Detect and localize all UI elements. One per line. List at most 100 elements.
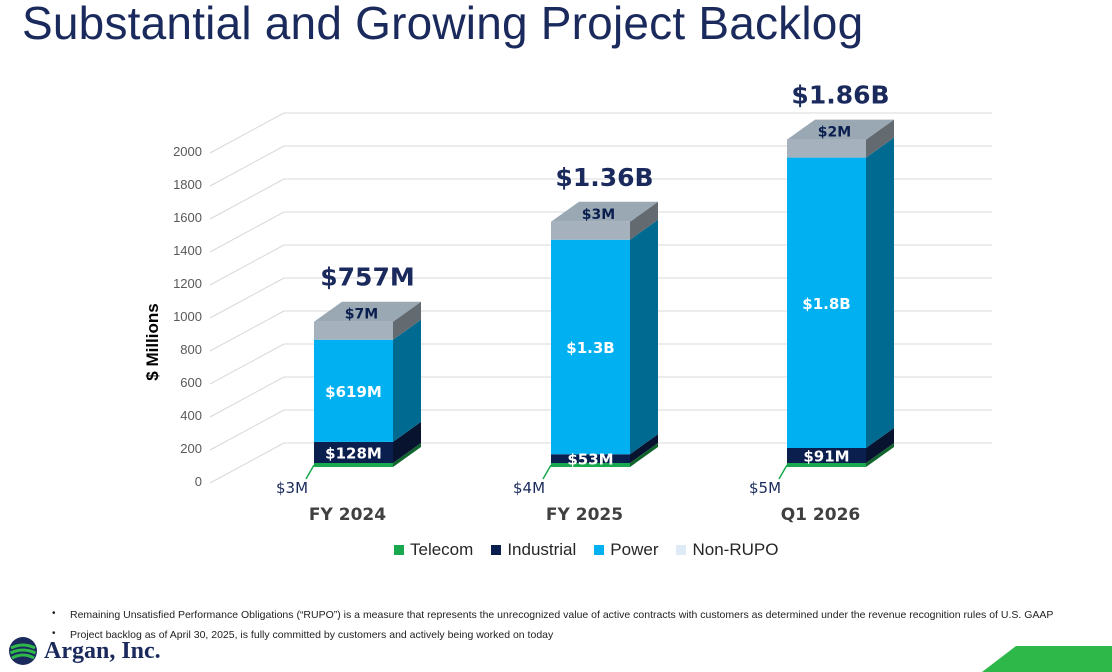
legend-swatch — [594, 545, 605, 555]
footnote-2-text: Project backlog as of April 30, 2025, is… — [70, 629, 554, 641]
y-axis-label: $ Millions — [143, 303, 162, 380]
bar-power-front — [314, 339, 393, 442]
bar-top-face — [314, 301, 421, 322]
telecom-leader-line — [778, 464, 788, 480]
y-tick-label: 1600 — [173, 210, 202, 225]
gridline-diagonal — [209, 376, 285, 418]
footnote-1: • Remaining Unsatisfied Performance Obli… — [52, 608, 1054, 621]
y-tick-label: 1000 — [173, 309, 202, 324]
gridline-diagonal — [209, 277, 285, 319]
gridline-diagonal — [209, 112, 285, 154]
gridline-diagonal — [209, 310, 285, 352]
bar-telecom-front — [551, 463, 630, 467]
y-tick-label: 1800 — [173, 177, 202, 192]
legend-label: Telecom — [410, 540, 474, 559]
non-rupo-label: $7M — [345, 307, 378, 323]
bar-non-rupo-front — [787, 139, 866, 158]
y-tick-label: 2000 — [173, 144, 202, 159]
footnote-1-text: Remaining Unsatisfied Performance Obliga… — [70, 609, 1054, 621]
bar-power-front — [551, 239, 630, 455]
bar-layer — [314, 119, 894, 467]
chart-legend: Telecom Industrial Power Non-RUPO — [394, 540, 778, 560]
bar-industrial-front — [787, 447, 866, 463]
company-name: Argan, Inc. — [44, 637, 161, 664]
footnote-2: • Project backlog as of April 30, 2025, … — [52, 628, 1053, 641]
y-axis-ticks: 0 200 400 600 800 1000 1200 1400 1600 1800 2000 — [173, 144, 202, 489]
bar-non-rupo-front — [551, 221, 630, 240]
bar-power-side — [630, 219, 658, 455]
industrial-label: $53M — [567, 451, 613, 469]
power-label: $1.3B — [566, 339, 614, 357]
backlog-chart: 0 200 400 600 800 1000 1200 1400 1600 1800 2000 $3… — [143, 81, 992, 525]
bullet-2: • — [52, 628, 56, 639]
gridline-diagonal — [209, 145, 285, 187]
bar-industrial-front — [314, 441, 393, 463]
bar-power-side — [866, 137, 894, 448]
gridline-diagonal — [209, 244, 285, 286]
globe-logo-icon — [9, 637, 37, 665]
industrial-label: $91M — [803, 447, 849, 465]
y-tick-label: 1200 — [173, 276, 202, 291]
bar-telecom-side — [393, 443, 421, 467]
bullet-1: • — [52, 608, 56, 619]
telecom-label: $3M — [276, 479, 308, 497]
bar-top-face — [787, 119, 894, 140]
x-tick-label: FY 2025 — [546, 505, 623, 525]
y-tick-label: 200 — [180, 441, 202, 456]
y-tick-label: 1400 — [173, 243, 202, 258]
gridline-diagonal — [209, 178, 285, 220]
legend-item: Telecom — [394, 540, 473, 560]
total-label: $1.36B — [555, 163, 653, 192]
bar-telecom-side — [630, 443, 658, 467]
power-label: $619M — [325, 383, 382, 401]
footnotes: • Remaining Unsatisfied Performance Obli… — [52, 608, 1054, 649]
telecom-label: $5M — [749, 479, 781, 497]
bar-top-face — [551, 201, 658, 222]
telecom-label: $4M — [513, 479, 545, 497]
non-rupo-label: $3M — [582, 207, 615, 223]
gridline-diagonal — [209, 442, 285, 484]
bar-non-rupo-side — [393, 301, 421, 340]
bar-telecom-front — [787, 463, 866, 467]
telecom-leader-line — [305, 464, 315, 480]
y-tick-label: 600 — [180, 375, 202, 390]
legend-swatch — [394, 545, 404, 555]
y-tick-label: 0 — [195, 474, 202, 489]
company-logo: Argan, Inc. — [8, 636, 161, 666]
bar-telecom-front — [314, 463, 393, 467]
legend-swatch — [676, 545, 687, 555]
gridline-diagonal — [209, 409, 285, 451]
industrial-label: $128M — [325, 444, 382, 462]
power-label: $1.8B — [802, 295, 850, 313]
label-layer: $3M $128M $619M $7M $757M FY 2024 $4M $53M $1.3B… — [276, 81, 890, 525]
telecom-leader-line — [542, 464, 552, 480]
page-title: Substantial and Growing Project Backlog — [22, 0, 864, 49]
y-tick-label: 400 — [180, 408, 202, 423]
gridline-diagonal — [209, 343, 285, 385]
legend-swatch — [491, 545, 502, 555]
legend-item: Non-RUPO — [676, 540, 778, 560]
corner-accent — [982, 646, 1112, 672]
legend-label: Non-RUPO — [692, 540, 779, 559]
bar-industrial-side — [393, 421, 421, 463]
gridline-diagonal — [209, 211, 285, 253]
x-tick-label: Q1 2026 — [781, 505, 861, 525]
non-rupo-label: $2M — [818, 125, 851, 141]
bar-non-rupo-side — [630, 201, 658, 240]
bar-industrial-side — [630, 434, 658, 463]
legend-label: Industrial — [507, 540, 577, 559]
x-tick-label: FY 2024 — [309, 505, 386, 525]
legend-label: Power — [610, 540, 659, 559]
legend-item: Power — [594, 540, 658, 560]
total-label: $1.86B — [791, 81, 889, 110]
legend-item: Industrial — [491, 540, 576, 560]
bar-non-rupo-side — [866, 119, 894, 158]
bar-telecom-side — [866, 443, 894, 467]
bar-industrial-front — [551, 454, 630, 463]
bar-power-front — [787, 157, 866, 448]
total-label: $757M — [320, 263, 414, 292]
y-tick-label: 800 — [180, 342, 202, 357]
bar-non-rupo-front — [314, 321, 393, 340]
bar-power-side — [393, 319, 421, 442]
bar-industrial-side — [866, 427, 894, 463]
